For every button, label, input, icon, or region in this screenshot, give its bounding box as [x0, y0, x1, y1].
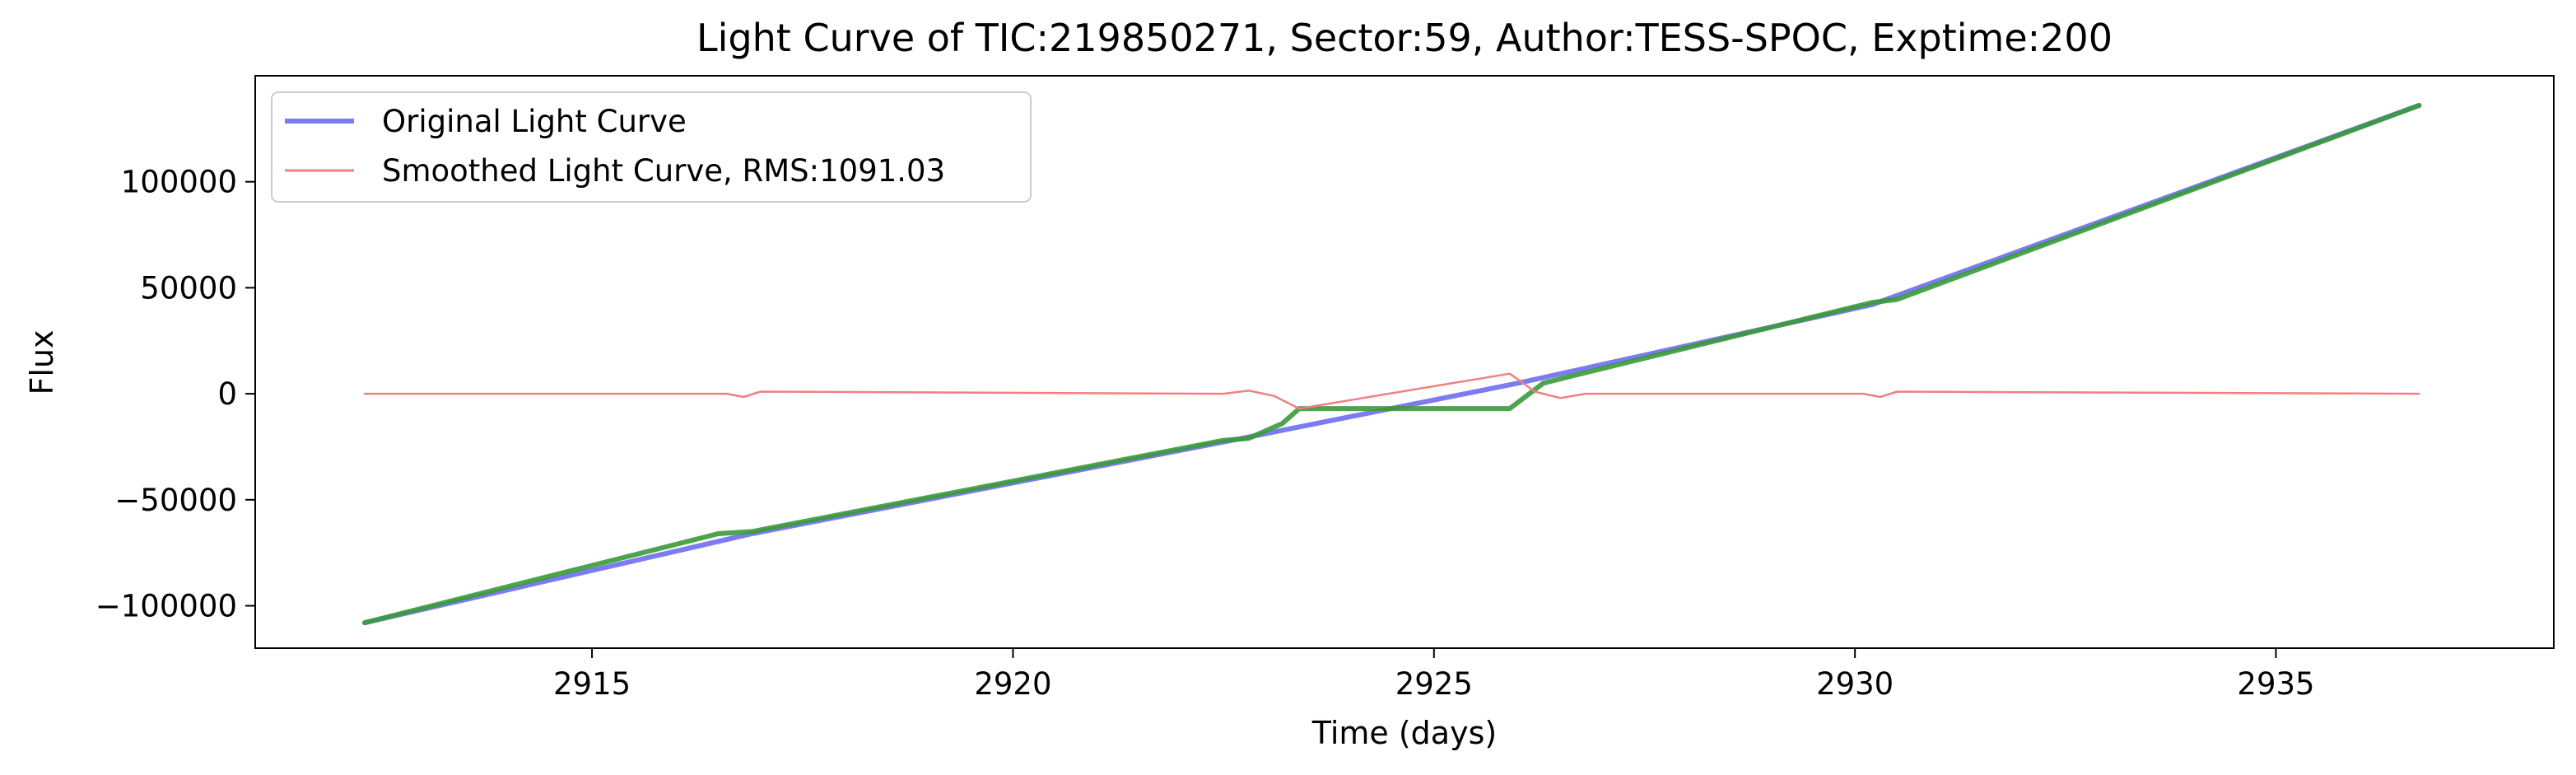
legend-box [271, 91, 1032, 203]
y-axis-label: Flux [24, 330, 60, 395]
x-tick-label: 2925 [1395, 666, 1473, 702]
y-tick-label: 100000 [121, 165, 237, 200]
chart-title: Light Curve of TIC:219850271, Sector:59,… [696, 16, 2113, 60]
legend-label-residual: Smoothed Light Curve, RMS:1091.03 [382, 153, 945, 189]
x-tick-label: 2915 [553, 666, 631, 702]
series-layer [362, 103, 2422, 626]
series-original-light-curve [362, 103, 2422, 626]
x-axis-label: Time (days) [1311, 715, 1497, 751]
y-tick-label: −100000 [95, 589, 237, 624]
y-tick-label: −50000 [114, 483, 237, 518]
y-tick-label: 0 [217, 376, 237, 412]
legend-label-original: Original Light Curve [382, 104, 687, 139]
series-smoothed-light-curve [363, 372, 2420, 410]
y-axis: −100000 −50000 0 50000 100000 [95, 165, 255, 624]
x-tick-label: 2920 [974, 666, 1051, 702]
x-axis: 2915 2920 2925 2930 2935 [553, 648, 2315, 702]
x-tick-label: 2935 [2237, 666, 2314, 702]
legend: Original Light Curve Smoothed Light Curv… [271, 91, 1032, 203]
x-tick-label: 2930 [1816, 666, 1894, 702]
plot-frame [254, 75, 2555, 649]
y-tick-label: 50000 [140, 270, 237, 306]
